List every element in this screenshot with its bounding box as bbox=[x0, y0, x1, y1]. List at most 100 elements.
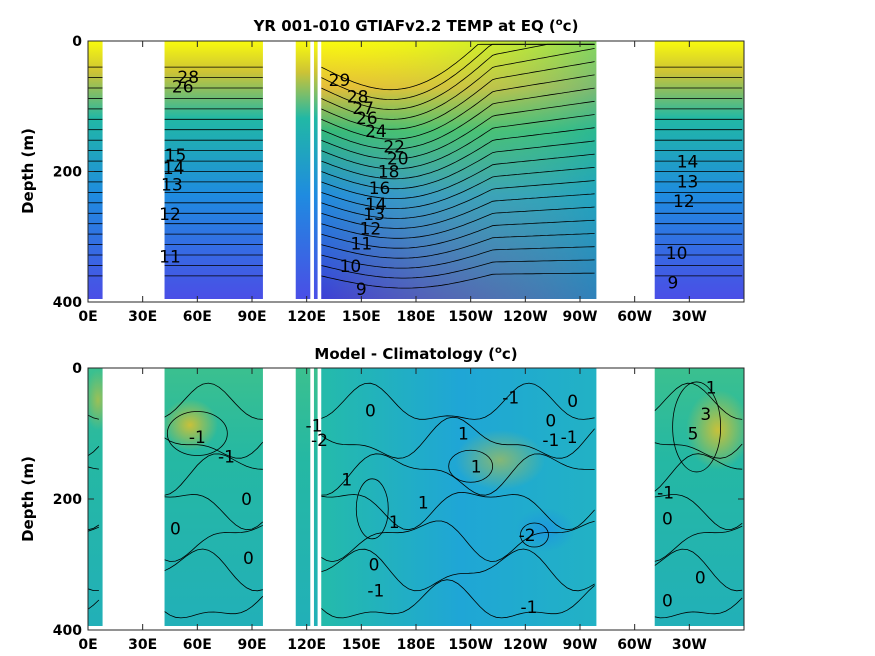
x-tick-label: 30W bbox=[672, 637, 707, 653]
contour-line bbox=[654, 525, 743, 562]
contour-line bbox=[654, 494, 743, 530]
y-tick-label: 200 bbox=[53, 165, 82, 181]
contour-label: 18 bbox=[378, 163, 400, 183]
contour-label: 1 bbox=[389, 513, 400, 533]
y-axis-label: Depth (m) bbox=[19, 128, 37, 214]
contour-label: 11 bbox=[351, 234, 373, 254]
contour-loop bbox=[672, 381, 722, 473]
contour-line bbox=[88, 526, 100, 532]
contour-label: 13 bbox=[161, 176, 183, 196]
land-gap bbox=[262, 368, 296, 630]
contour-line bbox=[321, 233, 595, 259]
land-gap bbox=[310, 41, 314, 302]
contour-line bbox=[321, 193, 595, 229]
contour-line bbox=[164, 595, 264, 619]
contour-label: -2 bbox=[311, 431, 328, 451]
contour-label: -1 bbox=[367, 582, 384, 602]
contour-label: 28 bbox=[347, 87, 369, 107]
x-tick-label: 90W bbox=[563, 309, 598, 325]
contour-line bbox=[321, 87, 595, 150]
x-tick-label: 150E bbox=[342, 637, 381, 653]
y-tick-label: 200 bbox=[53, 492, 82, 508]
chart-title: YR 001-010 GTIAFv2.2 TEMP at EQ (oc) bbox=[253, 17, 579, 35]
contour-label: -1 bbox=[657, 483, 674, 503]
contour-label: 12 bbox=[159, 205, 181, 225]
contour-line bbox=[321, 382, 595, 420]
chart-title: Model - Climatology (oc) bbox=[314, 345, 517, 363]
temperature-contours bbox=[88, 43, 743, 289]
contour-label: 0 bbox=[662, 592, 673, 612]
x-tick-label: 120E bbox=[287, 309, 326, 325]
contour-label: 5 bbox=[688, 425, 699, 445]
contour-line bbox=[321, 520, 595, 563]
contour-label: 0 bbox=[662, 510, 673, 530]
contour-label: 20 bbox=[387, 149, 409, 169]
contour-label: 12 bbox=[360, 219, 382, 239]
contour-label: 0 bbox=[695, 569, 706, 589]
x-tick-label: 120W bbox=[503, 309, 548, 325]
contour-label: 0 bbox=[545, 411, 556, 431]
contour-label: 10 bbox=[340, 257, 362, 277]
contour-label: -1 bbox=[561, 428, 578, 448]
contour-line bbox=[320, 416, 595, 459]
contour-label: 14 bbox=[677, 153, 699, 173]
axis-ticks: 0E 30E 60E 90E 120E 150E 180E 150W 120W 90W 60W 30W… bbox=[53, 34, 744, 325]
contour-label: 1 bbox=[418, 493, 429, 513]
difference-contours bbox=[88, 381, 743, 619]
contour-line bbox=[164, 548, 263, 592]
contour-labels: 2928272624222018161413121110928261514131… bbox=[159, 68, 698, 300]
x-tick-label: 180E bbox=[397, 309, 436, 325]
contour-line bbox=[321, 219, 595, 249]
contour-line bbox=[321, 259, 595, 279]
contour-label: -1 bbox=[502, 388, 519, 408]
y-tick-label: 0 bbox=[72, 34, 82, 50]
contour-line bbox=[654, 382, 743, 420]
contour-label: -2 bbox=[519, 526, 536, 546]
contour-line bbox=[321, 206, 595, 239]
contour-line bbox=[321, 74, 595, 140]
land-gap bbox=[310, 368, 314, 630]
x-tick-label: 60W bbox=[617, 637, 652, 653]
contour-line bbox=[321, 453, 595, 496]
x-tick-label: 90W bbox=[563, 637, 598, 653]
y-tick-label: 0 bbox=[72, 361, 82, 377]
contour-line bbox=[654, 597, 743, 619]
contour-label: 24 bbox=[365, 122, 387, 142]
contour-label: 22 bbox=[383, 138, 405, 158]
x-tick-label: 60W bbox=[617, 309, 652, 325]
y-axis-label: Depth (m) bbox=[19, 456, 37, 542]
contour-label: 9 bbox=[668, 273, 679, 293]
contour-line bbox=[321, 114, 595, 170]
land-gap bbox=[317, 368, 322, 630]
contour-label: 27 bbox=[352, 99, 374, 119]
land-gap bbox=[262, 41, 296, 302]
x-tick-label: 60E bbox=[183, 309, 212, 325]
contour-line bbox=[321, 140, 595, 190]
x-tick-label: 120W bbox=[503, 637, 548, 653]
contour-label: 28 bbox=[177, 68, 199, 88]
temperature-field bbox=[88, 41, 744, 302]
x-tick-label: 150W bbox=[448, 309, 493, 325]
contour-line bbox=[654, 548, 743, 592]
contour-label: 0 bbox=[243, 549, 254, 569]
contour-line bbox=[88, 446, 100, 457]
contour-line bbox=[321, 43, 595, 110]
contour-line bbox=[164, 382, 263, 420]
land-mask bbox=[88, 368, 744, 630]
contour-line bbox=[321, 491, 595, 531]
contour-label: 29 bbox=[329, 71, 351, 91]
contour-label: 26 bbox=[356, 109, 378, 129]
contour-label: 26 bbox=[172, 78, 194, 98]
contour-label: 1 bbox=[471, 457, 482, 477]
contour-label: 14 bbox=[365, 195, 387, 215]
contour-label: 16 bbox=[369, 179, 391, 199]
contour-line bbox=[164, 524, 264, 562]
contour-label: 11 bbox=[159, 247, 181, 267]
contour-line bbox=[88, 414, 100, 420]
contour-label: 13 bbox=[677, 172, 699, 192]
contour-label: 0 bbox=[365, 402, 376, 422]
contour-line bbox=[321, 61, 595, 130]
land-gap bbox=[596, 41, 655, 302]
x-tick-label: 90E bbox=[237, 309, 266, 325]
contour-label: 1 bbox=[458, 425, 469, 445]
